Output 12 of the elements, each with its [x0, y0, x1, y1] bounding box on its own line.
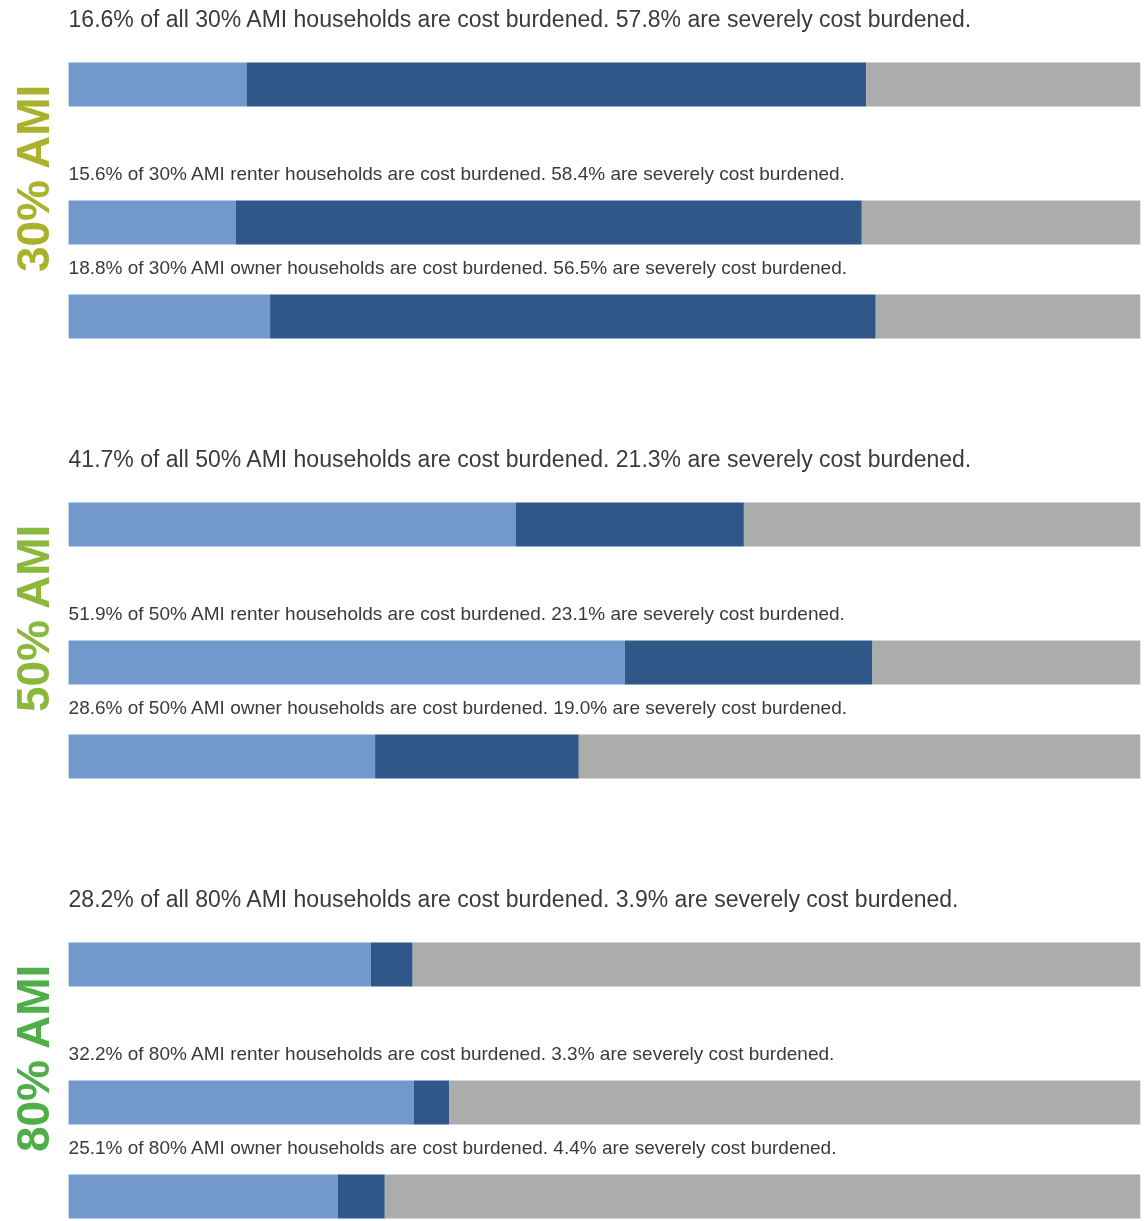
text: 50% AMI [7, 524, 60, 713]
annotation: 41.7% of all 50% AMI households are cost burdened. 21.3% are severely cost burdened. [68, 445, 972, 472]
annotation: 28.6% of 50% AMI owner households are cost burdened. 19.0% are severely cost burdened. [68, 697, 848, 718]
annotation: 32.2% of 80% AMI renter households are cost burdened. 3.3% are severely cost burdened. [68, 1043, 835, 1064]
annotation: 51.9% of 50% AMI renter households are cost burdened. 23.1% are severely cost burdened. [68, 603, 845, 624]
annotation: 28.2% of all 80% AMI households are cost burdened. 3.9% are severely cost burdened. [68, 885, 959, 912]
annotation: 16.6% of all 30% AMI households are cost burdened. 57.8% are severely cost burdened. [68, 5, 972, 32]
text: 80% AMI [7, 964, 60, 1153]
annotation: 15.6% of 30% AMI renter households are cost burdened. 58.4% are severely cost burdened. [68, 163, 845, 184]
annotation: 25.1% of 80% AMI owner households are cost burdened. 4.4% are severely cost burdened. [68, 1137, 837, 1158]
annotation: 18.8% of 30% AMI owner households are cost burdened. 56.5% are severely cost burdened. [68, 257, 848, 278]
text: 30% AMI [7, 84, 60, 273]
